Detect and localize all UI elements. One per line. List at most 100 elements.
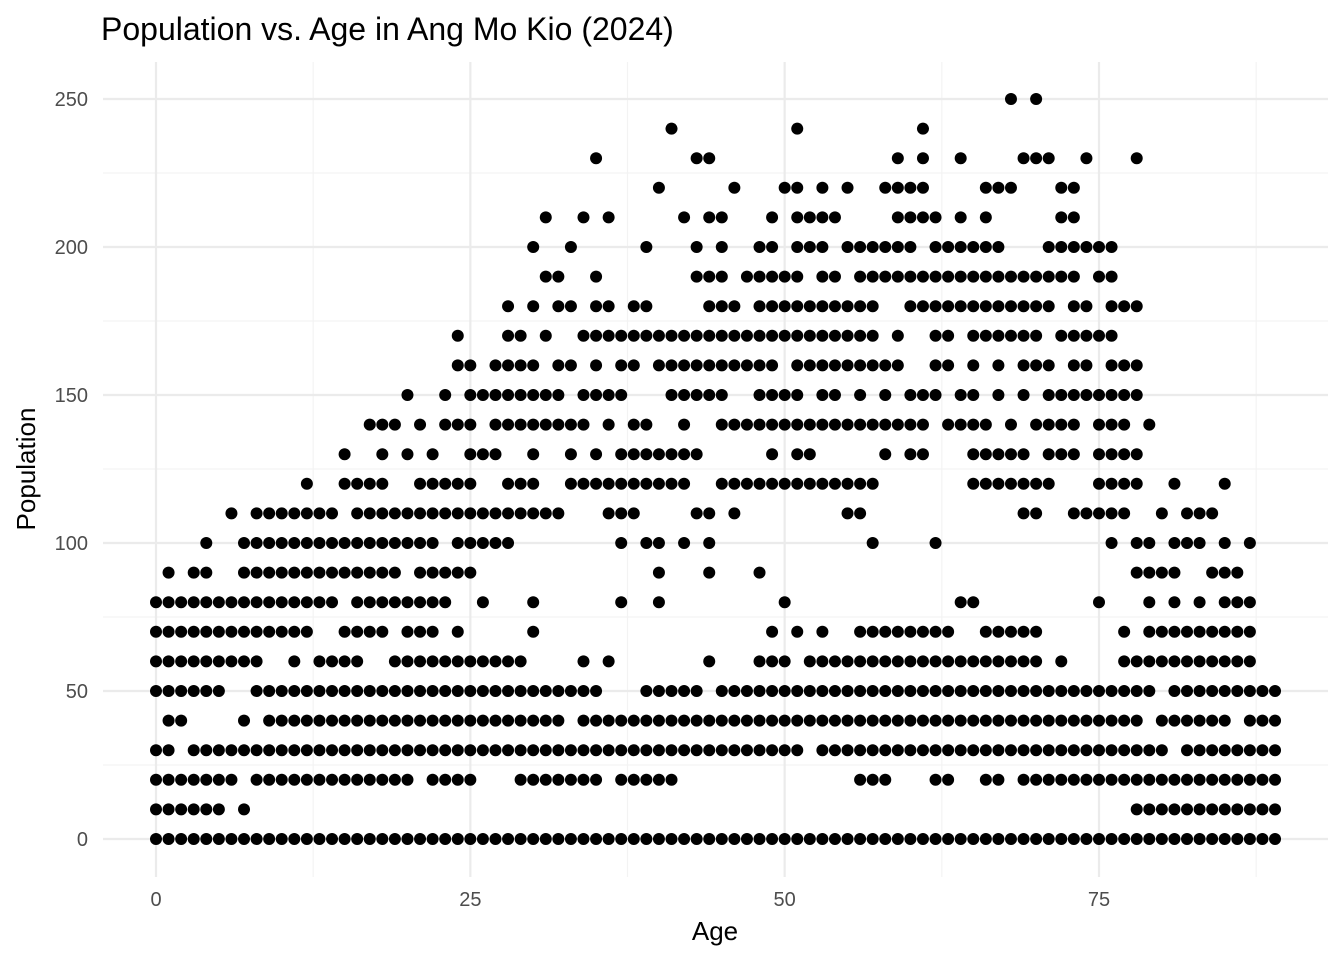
- data-point: [1042, 241, 1055, 253]
- data-point: [476, 596, 489, 609]
- data-point: [464, 359, 477, 372]
- data-point: [1093, 685, 1105, 697]
- data-point: [1055, 329, 1068, 342]
- data-point: [175, 685, 188, 697]
- data-point: [363, 625, 376, 638]
- data-point: [715, 744, 728, 757]
- data-point: [552, 833, 565, 845]
- data-point: [539, 714, 552, 727]
- data-point: [263, 714, 276, 727]
- data-point: [929, 329, 942, 342]
- data-point: [916, 300, 929, 313]
- data-point: [1004, 685, 1017, 697]
- data-point: [615, 744, 628, 757]
- data-point: [866, 833, 879, 845]
- data-point: [539, 744, 552, 757]
- data-point: [1105, 418, 1118, 431]
- data-point: [1143, 803, 1156, 816]
- data-point: [1105, 241, 1118, 253]
- x-tick-label: 75: [1088, 889, 1110, 911]
- data-point: [967, 685, 980, 697]
- data-point: [1193, 803, 1206, 816]
- data-point: [1105, 270, 1118, 283]
- data-point: [1093, 714, 1105, 727]
- data-point: [552, 773, 565, 786]
- data-point: [1269, 744, 1282, 757]
- data-point: [678, 418, 691, 431]
- data-point: [1181, 625, 1194, 638]
- data-point: [791, 625, 804, 638]
- data-point: [992, 477, 1005, 490]
- data-point: [590, 773, 603, 786]
- data-point: [1118, 833, 1131, 845]
- data-point: [1030, 152, 1043, 165]
- data-point: [979, 300, 992, 313]
- data-point: [652, 744, 665, 757]
- data-point: [1080, 241, 1093, 253]
- data-point: [715, 359, 728, 372]
- data-point: [514, 507, 527, 520]
- data-point: [376, 685, 389, 697]
- data-point: [564, 300, 577, 313]
- data-point: [929, 300, 942, 313]
- data-point: [652, 714, 665, 727]
- data-point: [1193, 714, 1206, 727]
- data-point: [326, 537, 339, 549]
- data-point: [489, 655, 502, 668]
- data-point: [288, 744, 301, 757]
- data-point: [665, 329, 678, 342]
- data-point: [527, 596, 540, 609]
- data-point: [489, 714, 502, 727]
- data-point: [891, 744, 904, 757]
- data-point: [1067, 329, 1080, 342]
- data-point: [464, 566, 477, 579]
- x-tick-label: 0: [150, 889, 161, 911]
- data-point: [1155, 803, 1168, 816]
- data-point: [363, 507, 376, 520]
- data-point: [1243, 773, 1256, 786]
- data-point: [439, 833, 452, 845]
- data-point: [992, 655, 1005, 668]
- data-point: [1067, 300, 1080, 313]
- data-point: [791, 122, 804, 135]
- data-point: [476, 744, 489, 757]
- data-point: [652, 359, 665, 372]
- data-point: [766, 477, 779, 490]
- data-point: [1004, 93, 1017, 105]
- data-point: [175, 803, 188, 816]
- data-point: [288, 655, 301, 668]
- data-point: [740, 833, 753, 845]
- data-point: [238, 714, 251, 727]
- data-point: [275, 714, 288, 727]
- data-point: [1055, 685, 1068, 697]
- data-point: [212, 625, 225, 638]
- data-point: [841, 181, 854, 194]
- data-point: [891, 833, 904, 845]
- data-point: [715, 329, 728, 342]
- data-point: [879, 418, 892, 431]
- data-point: [175, 773, 188, 786]
- data-point: [891, 152, 904, 165]
- data-point: [942, 655, 955, 668]
- data-point: [1105, 714, 1118, 727]
- data-point: [665, 744, 678, 757]
- data-point: [275, 537, 288, 549]
- data-point: [791, 359, 804, 372]
- data-point: [1042, 152, 1055, 165]
- data-point: [778, 181, 791, 194]
- data-point: [891, 359, 904, 372]
- data-point: [464, 507, 477, 520]
- data-point: [514, 329, 527, 342]
- data-point: [1004, 418, 1017, 431]
- data-point: [577, 714, 590, 727]
- data-point: [1130, 477, 1143, 490]
- data-point: [879, 359, 892, 372]
- data-point: [828, 744, 841, 757]
- data-point: [175, 655, 188, 668]
- data-point: [464, 389, 477, 401]
- data-point: [766, 329, 779, 342]
- data-point: [376, 596, 389, 609]
- data-point: [678, 389, 691, 401]
- data-point: [816, 359, 829, 372]
- data-point: [363, 537, 376, 549]
